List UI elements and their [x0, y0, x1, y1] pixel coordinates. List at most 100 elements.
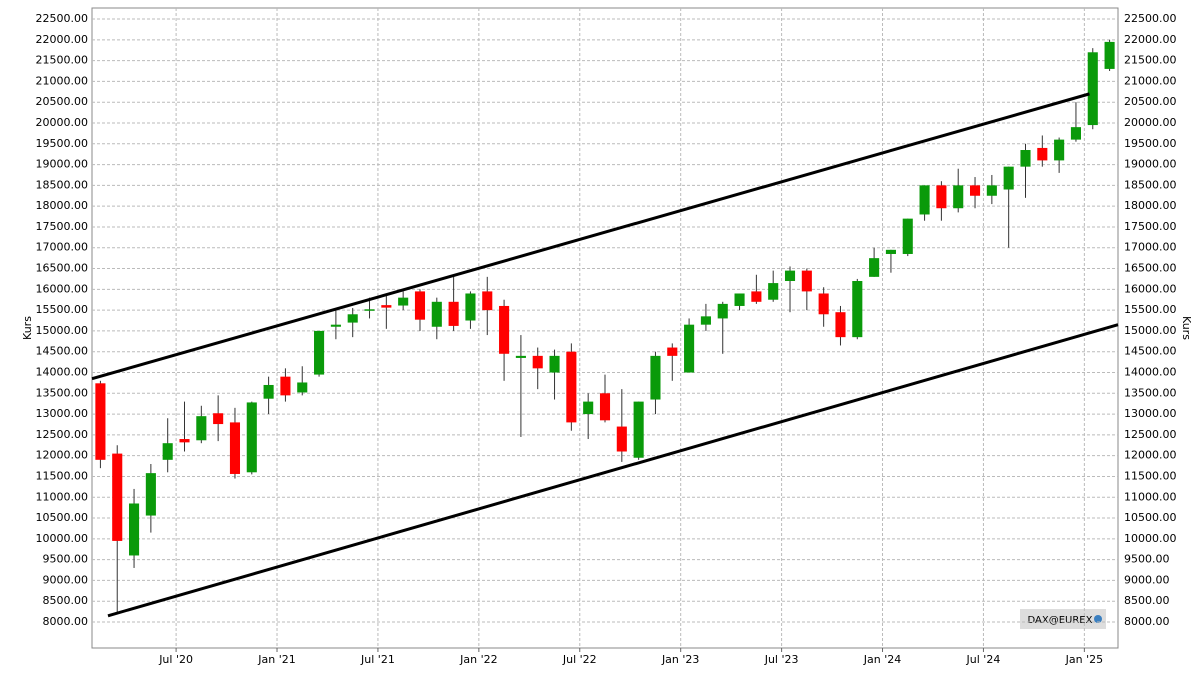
x-tick-label: Jul '21: [360, 653, 395, 666]
candle-body: [532, 355, 543, 369]
y-tick-label-right: 21000.00: [1124, 74, 1177, 87]
x-tick-label: Jan '22: [459, 653, 497, 666]
y-tick-label: 8500.00: [43, 594, 89, 607]
y-tick-label-right: 10000.00: [1124, 532, 1177, 545]
y-tick-label-right: 10500.00: [1124, 511, 1177, 524]
candle-body: [314, 330, 325, 375]
candle-body: [246, 402, 257, 473]
candle-body: [667, 347, 678, 356]
y-tick-label-right: 18500.00: [1124, 178, 1177, 191]
y-tick-label-right: 18000.00: [1124, 199, 1177, 212]
candle-body: [364, 309, 375, 311]
y-tick-label-right: 19500.00: [1124, 137, 1177, 150]
candle-body: [431, 301, 442, 327]
candle-body: [835, 312, 846, 338]
y-tick-label: 21500.00: [36, 54, 89, 67]
y-tick-label-right: 17500.00: [1124, 220, 1177, 233]
candle-body: [95, 383, 106, 460]
y-tick-label-right: 14000.00: [1124, 365, 1177, 378]
y-tick-label-right: 8000.00: [1124, 615, 1170, 628]
y-tick-label-right: 17000.00: [1124, 241, 1177, 254]
y-tick-label: 16000.00: [36, 282, 89, 295]
candle-body: [1070, 127, 1081, 140]
candle-body: [818, 293, 829, 315]
candle-body: [112, 453, 123, 541]
y-tick-label: 9000.00: [43, 573, 89, 586]
y-tick-label: 20500.00: [36, 95, 89, 108]
candle-body: [566, 351, 577, 423]
y-tick-label: 8000.00: [43, 615, 89, 628]
candle-body: [129, 503, 140, 556]
y-tick-label-right: 12500.00: [1124, 428, 1177, 441]
y-tick-label: 14500.00: [36, 345, 89, 358]
y-tick-label: 16500.00: [36, 262, 89, 275]
candle-body: [650, 355, 661, 400]
candle-body: [1003, 166, 1014, 190]
candle-body: [885, 249, 896, 254]
candle-body: [717, 303, 728, 319]
candle-body: [734, 293, 745, 306]
y-tick-label: 21000.00: [36, 74, 89, 87]
y-tick-label-right: 20500.00: [1124, 95, 1177, 108]
y-tick-label: 20000.00: [36, 116, 89, 129]
x-tick-label: Jul '20: [158, 653, 193, 666]
candle-body: [162, 443, 173, 460]
y-tick-label-right: 11000.00: [1124, 490, 1177, 503]
y-tick-label: 22500.00: [36, 12, 89, 25]
y-tick-label: 11500.00: [36, 469, 89, 482]
y-tick-label: 13500.00: [36, 386, 89, 399]
candle-body: [465, 293, 476, 321]
candle-body: [751, 291, 762, 302]
y-axis-label-right: Kurs: [1180, 316, 1193, 340]
candle-body: [515, 355, 526, 358]
y-tick-label: 19000.00: [36, 158, 89, 171]
y-tick-label-right: 13000.00: [1124, 407, 1177, 420]
y-tick-label: 11000.00: [36, 490, 89, 503]
y-axis-label: Kurs: [21, 316, 34, 340]
y-tick-label: 10000.00: [36, 532, 89, 545]
y-tick-label-right: 14500.00: [1124, 345, 1177, 358]
candle-body: [145, 473, 156, 516]
y-tick-label-right: 16500.00: [1124, 262, 1177, 275]
candle-body: [549, 355, 560, 373]
candle-body: [902, 218, 913, 254]
x-tick-label: Jul '24: [966, 653, 1001, 666]
candle-body: [633, 401, 644, 458]
candle-body: [280, 376, 291, 396]
candle-body: [229, 422, 241, 474]
badge-icon: [1094, 615, 1102, 623]
candle-body: [616, 426, 627, 452]
x-tick-label: Jul '23: [764, 653, 799, 666]
y-tick-label: 18500.00: [36, 178, 89, 191]
y-tick-label: 22000.00: [36, 33, 89, 46]
x-tick-label: Jan '24: [863, 653, 901, 666]
y-tick-label: 14000.00: [36, 365, 89, 378]
candle-body: [398, 297, 409, 306]
candle-body: [1054, 139, 1065, 161]
candle-body: [482, 291, 493, 311]
candle-body: [347, 314, 358, 323]
y-tick-label: 15500.00: [36, 303, 89, 316]
candle-body: [684, 324, 695, 373]
candle-body: [768, 283, 779, 300]
y-tick-label-right: 12000.00: [1124, 449, 1177, 462]
y-tick-label: 12500.00: [36, 428, 89, 441]
y-tick-label-right: 19000.00: [1124, 158, 1177, 171]
y-tick-label: 17000.00: [36, 241, 89, 254]
trendline: [91, 92, 1090, 381]
candle-body: [969, 185, 981, 196]
y-tick-label: 9500.00: [43, 553, 89, 566]
y-tick-label-right: 13500.00: [1124, 386, 1177, 399]
y-tick-label-right: 21500.00: [1124, 54, 1177, 67]
x-tick-label: Jan '25: [1065, 653, 1103, 666]
candle-body: [1104, 41, 1115, 69]
badge: DAX@EUREX: [1028, 615, 1093, 626]
x-tick-label: Jan '21: [257, 653, 295, 666]
candle-body: [499, 305, 510, 354]
y-tick-label: 18000.00: [36, 199, 89, 212]
candle-body: [1037, 147, 1048, 161]
candle-body: [381, 305, 392, 308]
candle-body: [700, 316, 711, 325]
y-tick-label: 13000.00: [36, 407, 89, 420]
candle-body: [414, 291, 426, 320]
